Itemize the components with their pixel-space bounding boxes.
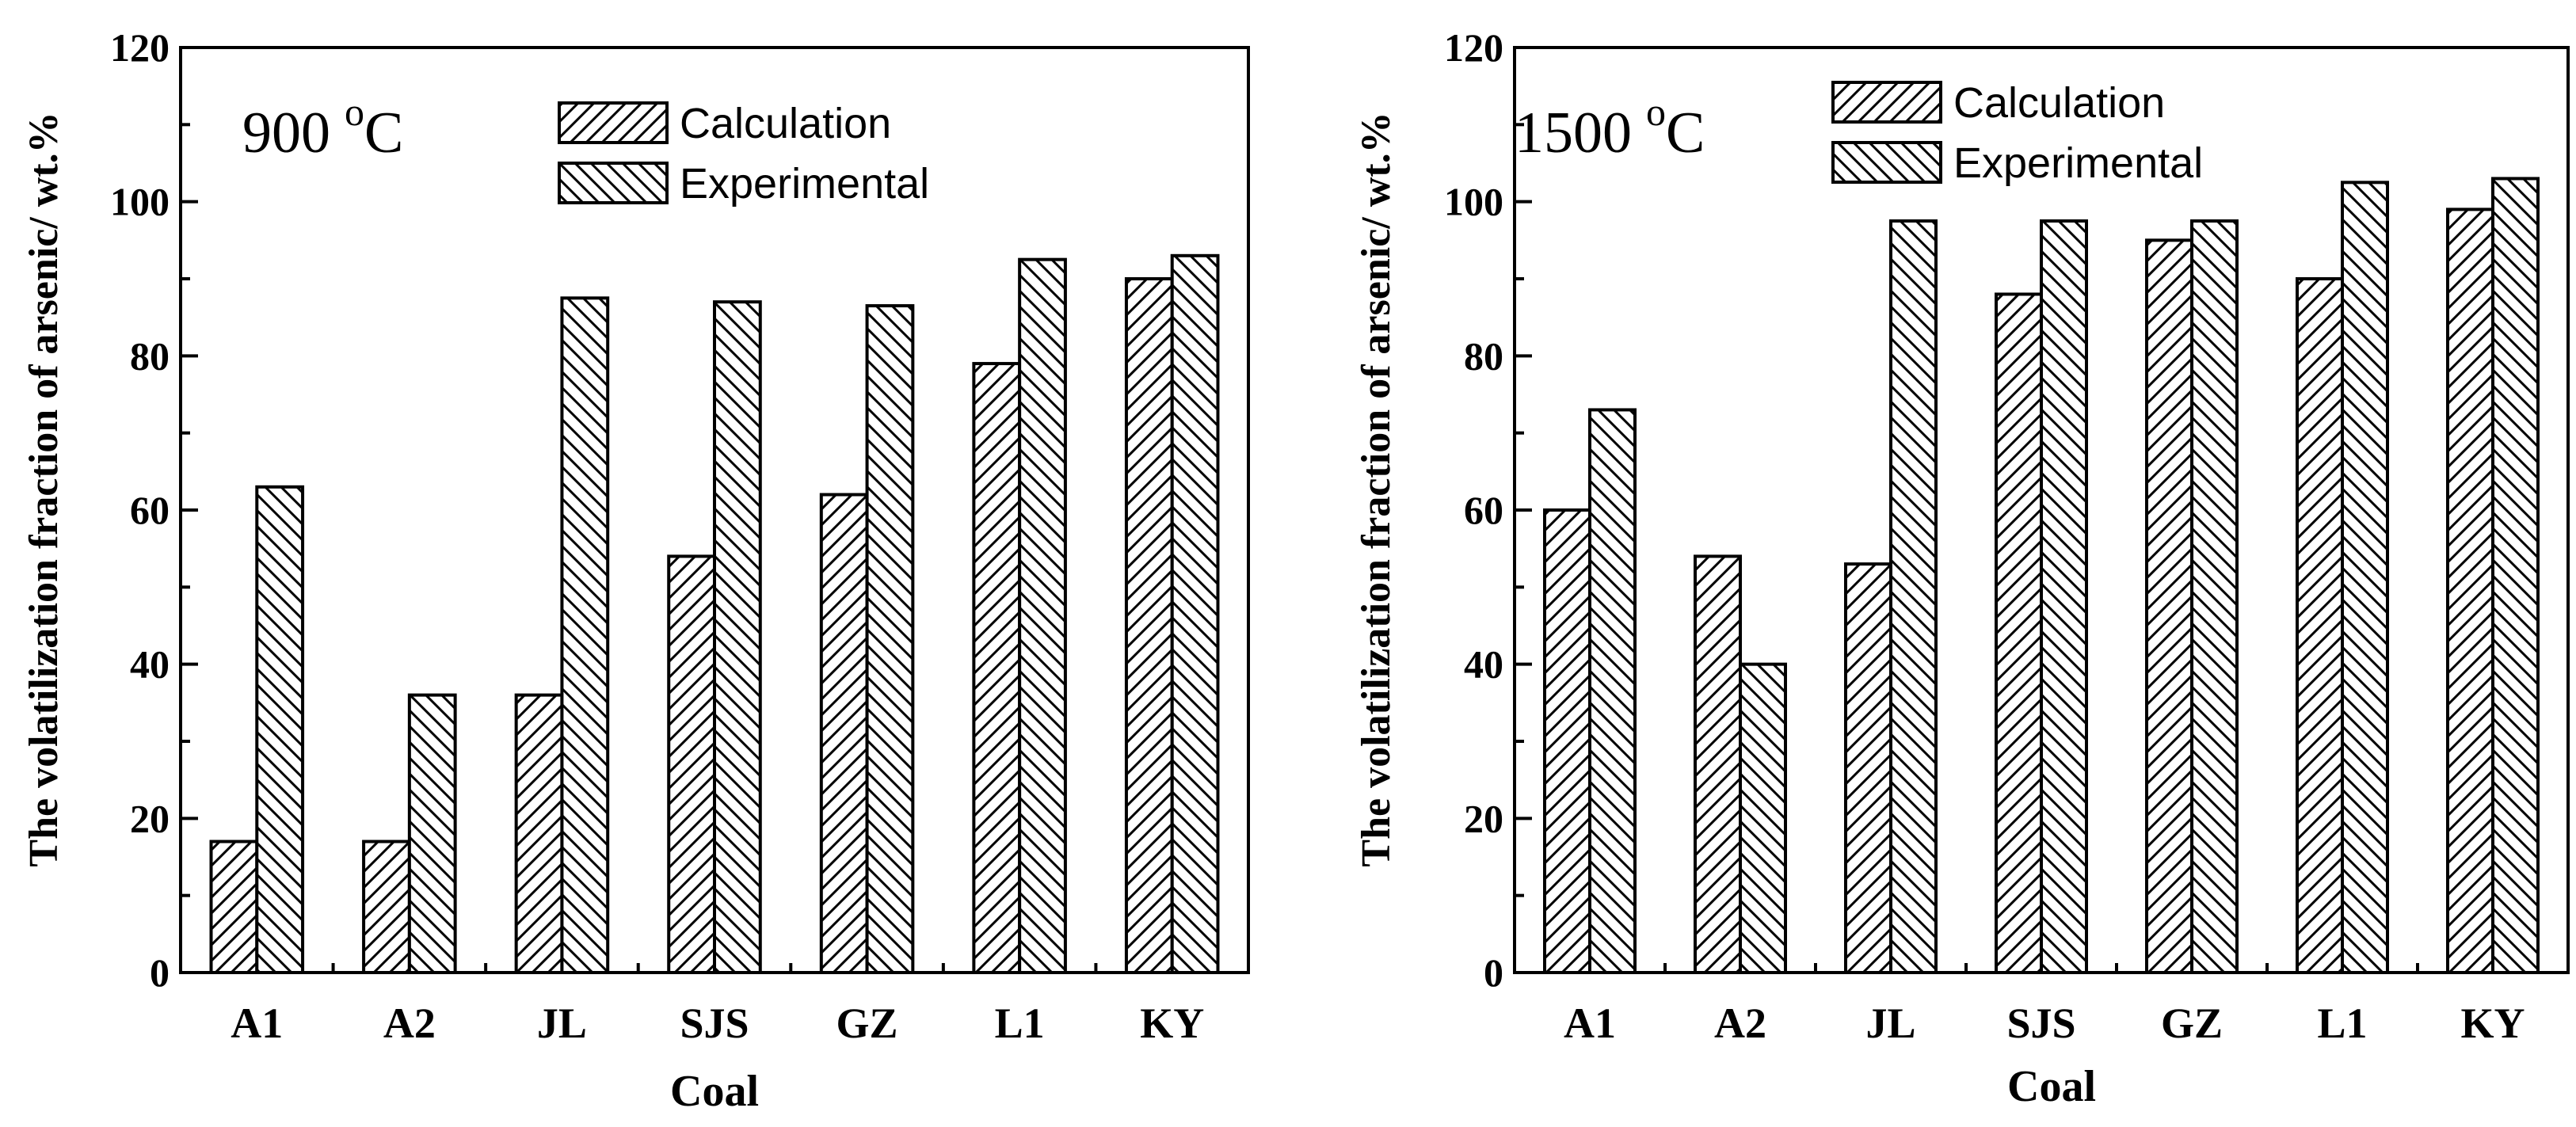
bar-calculation-a1 — [1543, 508, 1591, 974]
bars — [1543, 177, 2540, 975]
bar-calculation-jl — [1844, 562, 1892, 974]
y-tick-label-80: 80 — [130, 333, 170, 378]
legend-label-calculation: Calculation — [680, 100, 891, 147]
bar-calculation-gz — [2145, 238, 2193, 975]
y-axis-title: The volatilization fraction of arsenic/ … — [1354, 112, 1399, 866]
bar-experimental-gz — [865, 304, 915, 975]
x-tick-label-sjs: SJS — [680, 999, 749, 1047]
x-tick-label-a2: A2 — [383, 999, 436, 1047]
bar-experimental-sjs — [713, 300, 762, 974]
temperature-annotation: 900 oC — [242, 89, 403, 166]
x-tick-label-l1: L1 — [995, 999, 1045, 1047]
bar-calculation-l1 — [2296, 277, 2344, 974]
bar-experimental-ky — [1170, 253, 1220, 974]
y-tick-label-60: 60 — [1464, 488, 1503, 532]
bar-calculation-a1 — [209, 840, 259, 974]
bar-experimental-gz — [2190, 219, 2239, 974]
legend-swatch-calculation — [1831, 81, 1942, 124]
bar-experimental-a2 — [407, 693, 457, 974]
chart-panel-1500c: The volatilization fraction of arsenic/ … — [1354, 25, 2570, 1111]
bar-calculation-sjs — [1995, 292, 2043, 974]
y-tick-label-120: 120 — [110, 25, 170, 70]
bar-calculation-ky — [2446, 208, 2494, 974]
bar-experimental-a1 — [255, 485, 305, 974]
x-tick-label-ky: KY — [2461, 999, 2525, 1047]
bar-experimental-l1 — [2341, 181, 2389, 975]
legend-label-experimental: Experimental — [1953, 139, 2203, 187]
legend-label-experimental: Experimental — [680, 160, 929, 208]
y-tick-labels: 0 20 40 60 80 100 120 — [110, 25, 170, 995]
y-axis-title: The volatilization fraction of arsenic/ … — [21, 112, 67, 866]
legend-label-calculation: Calculation — [1953, 79, 2165, 127]
y-tick-label-20: 20 — [130, 796, 170, 840]
x-axis-title: Coal — [670, 1067, 759, 1116]
x-tick-label-jl: JL — [1865, 999, 1915, 1047]
legend: Calculation Experimental — [558, 100, 929, 208]
bar-experimental-jl — [560, 296, 610, 975]
y-tick-label-40: 40 — [1464, 642, 1503, 687]
bars — [209, 253, 1220, 975]
x-tick-labels: A1 A2 JL SJS GZ L1 KY — [1564, 999, 2525, 1047]
bar-experimental-sjs — [2040, 219, 2088, 974]
y-tick-label-0: 0 — [150, 950, 170, 995]
y-tick-label-20: 20 — [1464, 796, 1503, 840]
bar-calculation-l1 — [972, 362, 1022, 975]
y-tick-label-100: 100 — [1444, 180, 1503, 224]
bar-experimental-a1 — [1588, 408, 1637, 974]
bar-calculation-gz — [819, 493, 869, 974]
bar-experimental-ky — [2491, 177, 2540, 974]
y-tick-label-60: 60 — [130, 488, 170, 532]
bar-calculation-a2 — [362, 840, 411, 974]
y-tick-labels: 0 20 40 60 80 100 120 — [1444, 25, 1503, 995]
x-tick-label-a1: A1 — [231, 999, 283, 1047]
y-tick-label-40: 40 — [130, 642, 170, 687]
x-tick-label-l1: L1 — [2317, 999, 2367, 1047]
x-tick-labels: A1 A2 JL SJS GZ L1 KY — [231, 999, 1204, 1047]
bar-calculation-a2 — [1694, 554, 1742, 974]
chart-panel-900c: The volatilization fraction of arsenic/ … — [21, 25, 1250, 1116]
bar-experimental-l1 — [1018, 257, 1067, 974]
legend-swatch-experimental — [558, 162, 669, 204]
x-tick-label-gz: GZ — [836, 999, 898, 1047]
plot-frame — [1513, 46, 2570, 974]
bar-experimental-jl — [1889, 219, 1938, 974]
legend: Calculation Experimental — [1831, 79, 2203, 187]
legend-swatch-calculation — [558, 101, 669, 144]
bar-calculation-sjs — [667, 554, 717, 974]
bar-calculation-jl — [514, 693, 564, 974]
legend-swatch-experimental — [1831, 141, 1942, 184]
y-tick-label-120: 120 — [1444, 25, 1503, 70]
x-tick-label-a1: A1 — [1564, 999, 1616, 1047]
y-tick-label-100: 100 — [110, 180, 170, 224]
x-axis-title: Coal — [2007, 1062, 2096, 1111]
x-tick-label-a2: A2 — [1714, 999, 1766, 1047]
bar-calculation-ky — [1124, 277, 1174, 974]
plot-frame — [179, 46, 1250, 974]
x-tick-label-ky: KY — [1140, 999, 1204, 1047]
y-tick-label-0: 0 — [1484, 950, 1503, 995]
x-tick-label-gz: GZ — [2161, 999, 2223, 1047]
y-tick-label-80: 80 — [1464, 333, 1503, 378]
bar-experimental-a2 — [1739, 662, 1787, 975]
x-tick-label-jl: JL — [537, 999, 587, 1047]
temperature-annotation: 1500 oC — [1515, 89, 1705, 166]
x-tick-label-sjs: SJS — [2006, 999, 2075, 1047]
